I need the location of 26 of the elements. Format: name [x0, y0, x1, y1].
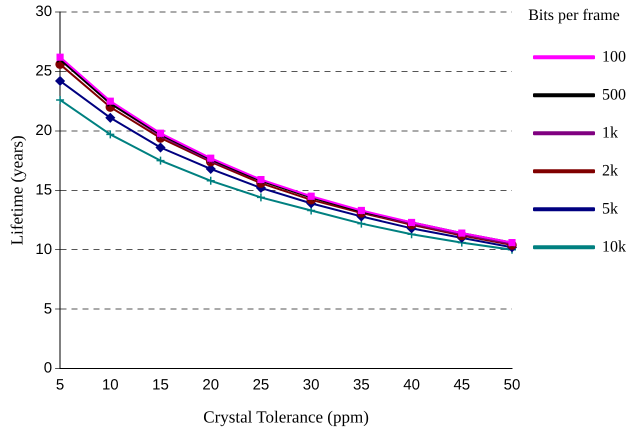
x-tick-label: 35 [353, 376, 370, 394]
y-axis-title: Lifetime (years) [8, 135, 27, 246]
x-tick-label: 20 [202, 376, 220, 394]
y-tick-label: 0 [44, 360, 52, 377]
x-tick-label: 5 [56, 376, 64, 394]
x-tick-label: 50 [504, 376, 520, 394]
x-tick-label: 10 [102, 376, 119, 394]
x-tick-label: 15 [152, 376, 169, 394]
legend-label: 1k [602, 124, 618, 142]
legend-label: 2k [602, 162, 618, 180]
y-tick-label: 10 [35, 240, 52, 258]
x-axis-title: Crystal Tolerance (ppm) [203, 407, 369, 426]
x-tick-label: 40 [403, 376, 420, 394]
legend-label: 100 [602, 48, 626, 66]
y-tick-label: 25 [35, 62, 52, 80]
legend-title: Bits per frame [528, 7, 620, 24]
x-tick-label: 45 [453, 376, 470, 394]
y-tick-label: 15 [35, 181, 52, 198]
y-tick-label: 30 [35, 3, 52, 20]
y-tick-label: 20 [35, 122, 52, 140]
legend-label: 10k [602, 238, 626, 256]
x-tick-label: 25 [252, 376, 270, 394]
legend-label: 5k [602, 200, 618, 218]
x-tick-label: 30 [302, 376, 320, 394]
legend-label: 500 [602, 86, 626, 104]
y-tick-label: 5 [44, 300, 52, 318]
